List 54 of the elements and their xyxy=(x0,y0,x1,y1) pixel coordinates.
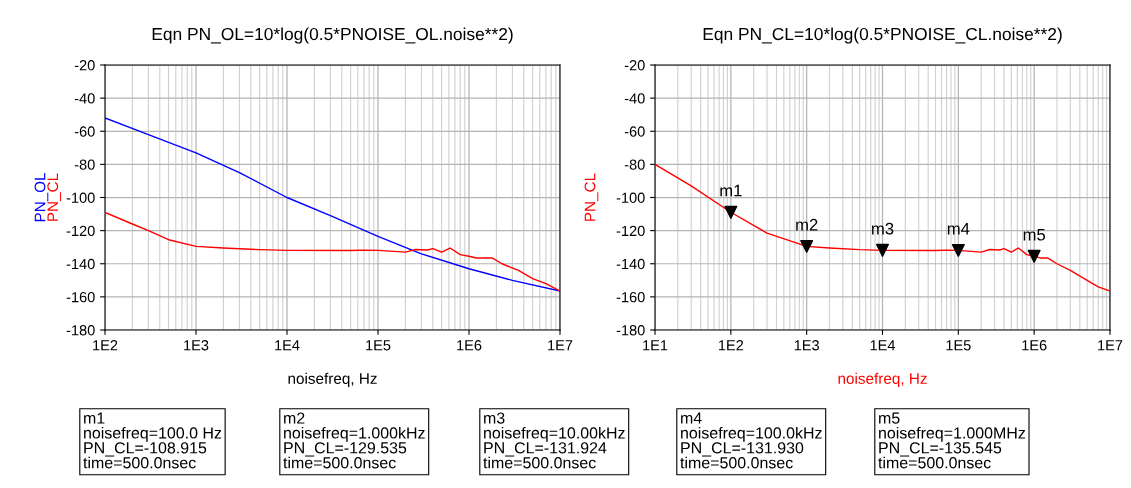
y-tick-label: -140 xyxy=(616,258,645,270)
point xyxy=(951,243,965,257)
x-tick-label: 1E3 xyxy=(794,340,819,351)
y-tick-label: -40 xyxy=(624,93,645,104)
x-tick-label: 1E5 xyxy=(366,340,391,351)
text: m4 noisefreq=100.0kHz PN_CL=-131.930 time=500.0nsec xyxy=(680,412,822,469)
x-axis-title: noisefreq, Hz xyxy=(838,372,927,387)
annotation: m2 xyxy=(796,218,818,231)
x-tick-label: 1E7 xyxy=(548,340,573,351)
text: m5 noisefreq=1.000MHz PN_CL=-135.545 time=500.0nsec xyxy=(878,412,1026,469)
x-tick-label: 1E2 xyxy=(93,340,118,351)
line-series xyxy=(105,117,560,292)
x-tick-label: 1E7 xyxy=(1098,340,1123,351)
y-tick-label: -120 xyxy=(66,225,95,237)
y-tick-label: -20 xyxy=(624,60,645,71)
x-tick-label: 1E6 xyxy=(1022,340,1047,351)
y-tick-label: -120 xyxy=(616,225,645,237)
point xyxy=(1027,249,1041,263)
y-tick-label: -60 xyxy=(624,126,645,137)
y-tick-label: -160 xyxy=(616,291,645,303)
y-tick-label: -160 xyxy=(66,291,95,303)
annotation: m4 xyxy=(947,222,970,235)
y-tick-label: -180 xyxy=(66,325,95,336)
x-tick-label: 1E4 xyxy=(275,340,300,351)
annotation: m3 xyxy=(872,222,894,235)
y-tick-label: -100 xyxy=(66,192,95,203)
text: PN_CL xyxy=(584,173,599,221)
text: PN_OL xyxy=(34,172,49,222)
y-tick-label: -40 xyxy=(74,93,95,104)
x-tick-label: 1E1 xyxy=(643,340,668,351)
text: m3 noisefreq=10.00kHz PN_CL=-131.924 time=500.0nsec xyxy=(483,412,625,469)
y-tick-label: -100 xyxy=(616,192,645,203)
chart-title: Eqn PN_CL=10*log(0.5*PNOISE_CL.noise**2) xyxy=(703,27,1062,44)
y-tick-label: -60 xyxy=(74,126,95,137)
y-tick-label: -140 xyxy=(66,258,95,270)
y-tick-label: -180 xyxy=(616,325,645,336)
x-axis-title: noisefreq, Hz xyxy=(288,372,377,387)
text: m2 noisefreq=1.000kHz PN_CL=-129.535 time=500.0nsec xyxy=(283,412,425,469)
y-tick-label: -80 xyxy=(624,159,645,170)
x-tick-label: 1E5 xyxy=(946,340,971,351)
point xyxy=(875,243,890,257)
annotation: m5 xyxy=(1023,228,1046,241)
x-tick-label: 1E4 xyxy=(870,340,896,351)
x-tick-label: 1E3 xyxy=(184,340,209,351)
y-tick-label: -20 xyxy=(74,60,95,71)
annotation: m1 xyxy=(720,184,742,197)
text: m1 noisefreq=100.0 Hz PN_CL=-108.915 time=500.0nsec xyxy=(83,412,222,469)
text: PN_CL xyxy=(47,173,62,221)
point xyxy=(800,239,814,253)
y-tick-label: -80 xyxy=(74,159,95,170)
point xyxy=(724,205,738,219)
chart-title: Eqn PN_OL=10*log(0.5*PNOISE_OL.noise**2) xyxy=(152,27,513,44)
x-tick-label: 1E6 xyxy=(457,340,482,351)
x-tick-label: 1E2 xyxy=(718,340,744,351)
